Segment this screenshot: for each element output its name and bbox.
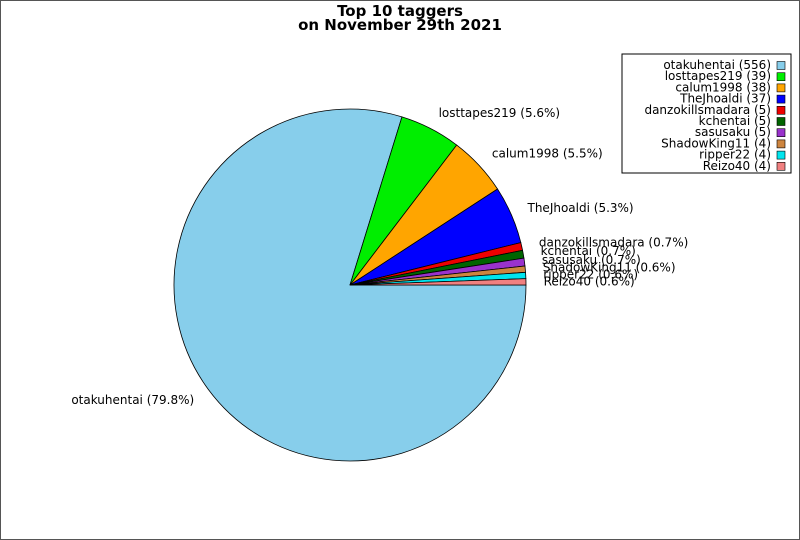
- pie-slices: [173, 108, 527, 462]
- legend-label-thejhoaldi: TheJhoaldi (37): [679, 92, 771, 106]
- legend: otakuhentai (556)losttapes219 (39)calum1…: [621, 53, 792, 174]
- pie-label-sasusaku: sasusaku (0.7%): [542, 253, 641, 267]
- pie-label-ripper22: ripper22 (0.6%): [543, 268, 638, 282]
- pie-slice-reizo40: [349, 278, 527, 286]
- pie-labels: otakuhentai (79.8%) losttapes219 (5.6%) ca…: [71, 106, 688, 407]
- legend-swatch-reizo40: [776, 162, 786, 171]
- legend-swatch-danzokillsmadara: [776, 106, 786, 115]
- legend-swatch-shadowking11: [776, 139, 786, 149]
- pie-label-kchentai: kchentai (0.7%): [541, 244, 636, 258]
- chart-title-line-2: on November 29th 2021: [298, 16, 502, 34]
- pie-label-danzokillsmadara: danzokillsmadara (0.7%): [539, 236, 688, 250]
- legend-label-losttapes219: losttapes219 (39): [665, 69, 771, 83]
- legend-label-danzokillsmadara: danzokillsmadara (5): [644, 103, 771, 117]
- legend-label-kchentai: kchentai (5): [699, 114, 771, 128]
- legend-label-sasusaku: sasusaku (5): [695, 125, 771, 139]
- legend-swatch-thejhoaldi: [776, 94, 786, 104]
- pie-label-calum1998: calum1998 (5.5%): [492, 146, 603, 160]
- chart-title-line-1: Top 10 taggers: [337, 2, 463, 20]
- legend-swatch-kchentai: [776, 117, 786, 126]
- pie-label-losttapes219: losttapes219 (5.6%): [439, 106, 561, 120]
- legend-swatch-calum1998: [776, 83, 786, 93]
- pie-label-reizo40: Reizo40 (0.6%): [544, 275, 635, 289]
- legend-swatch-otakuhentai: [776, 61, 786, 70]
- pie-label-shadowking11: ShadowKing11 (0.6%): [543, 261, 676, 275]
- legend-label-otakuhentai: otakuhentai (556): [663, 58, 771, 72]
- legend-swatch-ripper22: [776, 150, 786, 160]
- chart-title: Top 10 taggers on November 29th 2021: [298, 2, 502, 34]
- legend-label-reizo40: Reizo40 (4): [703, 159, 771, 173]
- legend-box: [621, 53, 792, 174]
- legend-label-shadowking11: ShadowKing11 (4): [661, 136, 771, 150]
- legend-label-calum1998: calum1998 (38): [675, 80, 771, 94]
- legend-label-ripper22: ripper22 (4): [699, 148, 771, 162]
- pie-label-thejhoaldi: TheJhoaldi (5.3%): [527, 201, 634, 215]
- legend-swatch-sasusaku: [776, 128, 786, 137]
- legend-swatch-losttapes219: [776, 72, 786, 81]
- pie-label-otakuhentai: otakuhentai (79.8%): [71, 393, 194, 407]
